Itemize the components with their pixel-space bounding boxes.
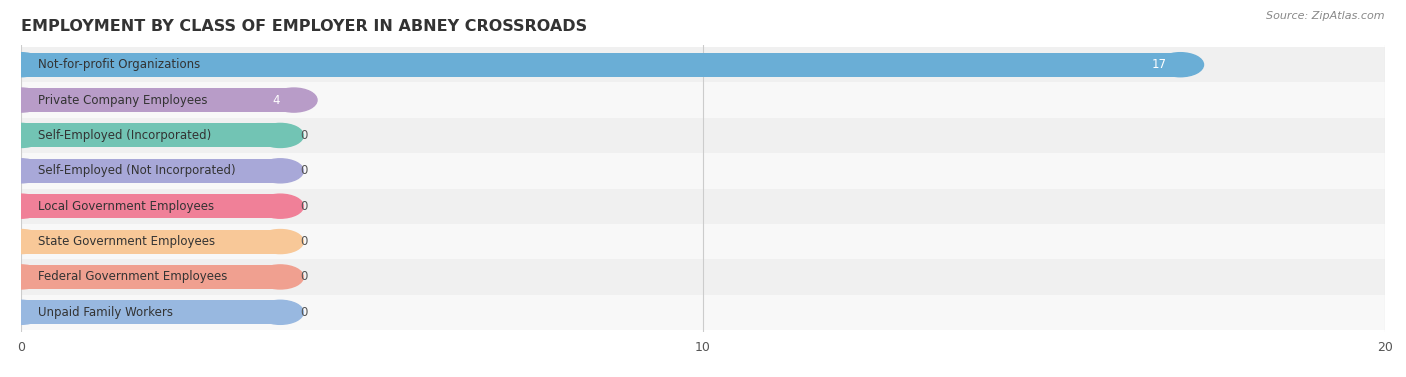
Text: EMPLOYMENT BY CLASS OF EMPLOYER IN ABNEY CROSSROADS: EMPLOYMENT BY CLASS OF EMPLOYER IN ABNEY…	[21, 19, 588, 34]
Text: Unpaid Family Workers: Unpaid Family Workers	[38, 306, 173, 319]
Circle shape	[0, 123, 44, 147]
Bar	[21, 83, 1385, 118]
Circle shape	[0, 88, 44, 112]
Text: Private Company Employees: Private Company Employees	[38, 93, 208, 107]
Bar	[21, 230, 280, 254]
Circle shape	[0, 194, 44, 218]
Bar	[21, 47, 1385, 83]
Text: Self-Employed (Incorporated): Self-Employed (Incorporated)	[38, 129, 211, 142]
Bar	[21, 224, 1385, 259]
Text: Self-Employed (Not Incorporated): Self-Employed (Not Incorporated)	[38, 164, 236, 177]
Text: State Government Employees: State Government Employees	[38, 235, 215, 248]
Circle shape	[257, 230, 304, 254]
Circle shape	[257, 194, 304, 218]
Circle shape	[271, 88, 316, 112]
Bar	[21, 159, 280, 183]
Text: Federal Government Employees: Federal Government Employees	[38, 270, 228, 284]
Bar	[21, 88, 294, 112]
Text: 17: 17	[1152, 58, 1167, 71]
Circle shape	[257, 123, 304, 147]
Circle shape	[0, 53, 44, 77]
Text: Local Government Employees: Local Government Employees	[38, 200, 214, 213]
Bar	[21, 123, 280, 147]
Circle shape	[257, 265, 304, 289]
Text: 0: 0	[301, 164, 308, 177]
Bar	[21, 294, 1385, 330]
Bar	[21, 188, 1385, 224]
Bar	[21, 259, 1385, 294]
Text: 0: 0	[301, 270, 308, 284]
Bar	[21, 300, 280, 324]
Text: 4: 4	[273, 93, 280, 107]
Text: 0: 0	[301, 200, 308, 213]
Bar	[21, 194, 280, 218]
Text: 0: 0	[301, 129, 308, 142]
Circle shape	[0, 159, 44, 183]
Bar	[21, 265, 280, 289]
Text: Source: ZipAtlas.com: Source: ZipAtlas.com	[1267, 11, 1385, 21]
Bar	[21, 118, 1385, 153]
Bar	[21, 153, 1385, 188]
Circle shape	[0, 300, 44, 324]
Bar	[21, 53, 1181, 77]
Circle shape	[0, 265, 44, 289]
Circle shape	[1157, 53, 1204, 77]
Text: Not-for-profit Organizations: Not-for-profit Organizations	[38, 58, 201, 71]
Circle shape	[257, 300, 304, 324]
Text: 0: 0	[301, 235, 308, 248]
Text: 0: 0	[301, 306, 308, 319]
Circle shape	[0, 230, 44, 254]
Circle shape	[257, 159, 304, 183]
